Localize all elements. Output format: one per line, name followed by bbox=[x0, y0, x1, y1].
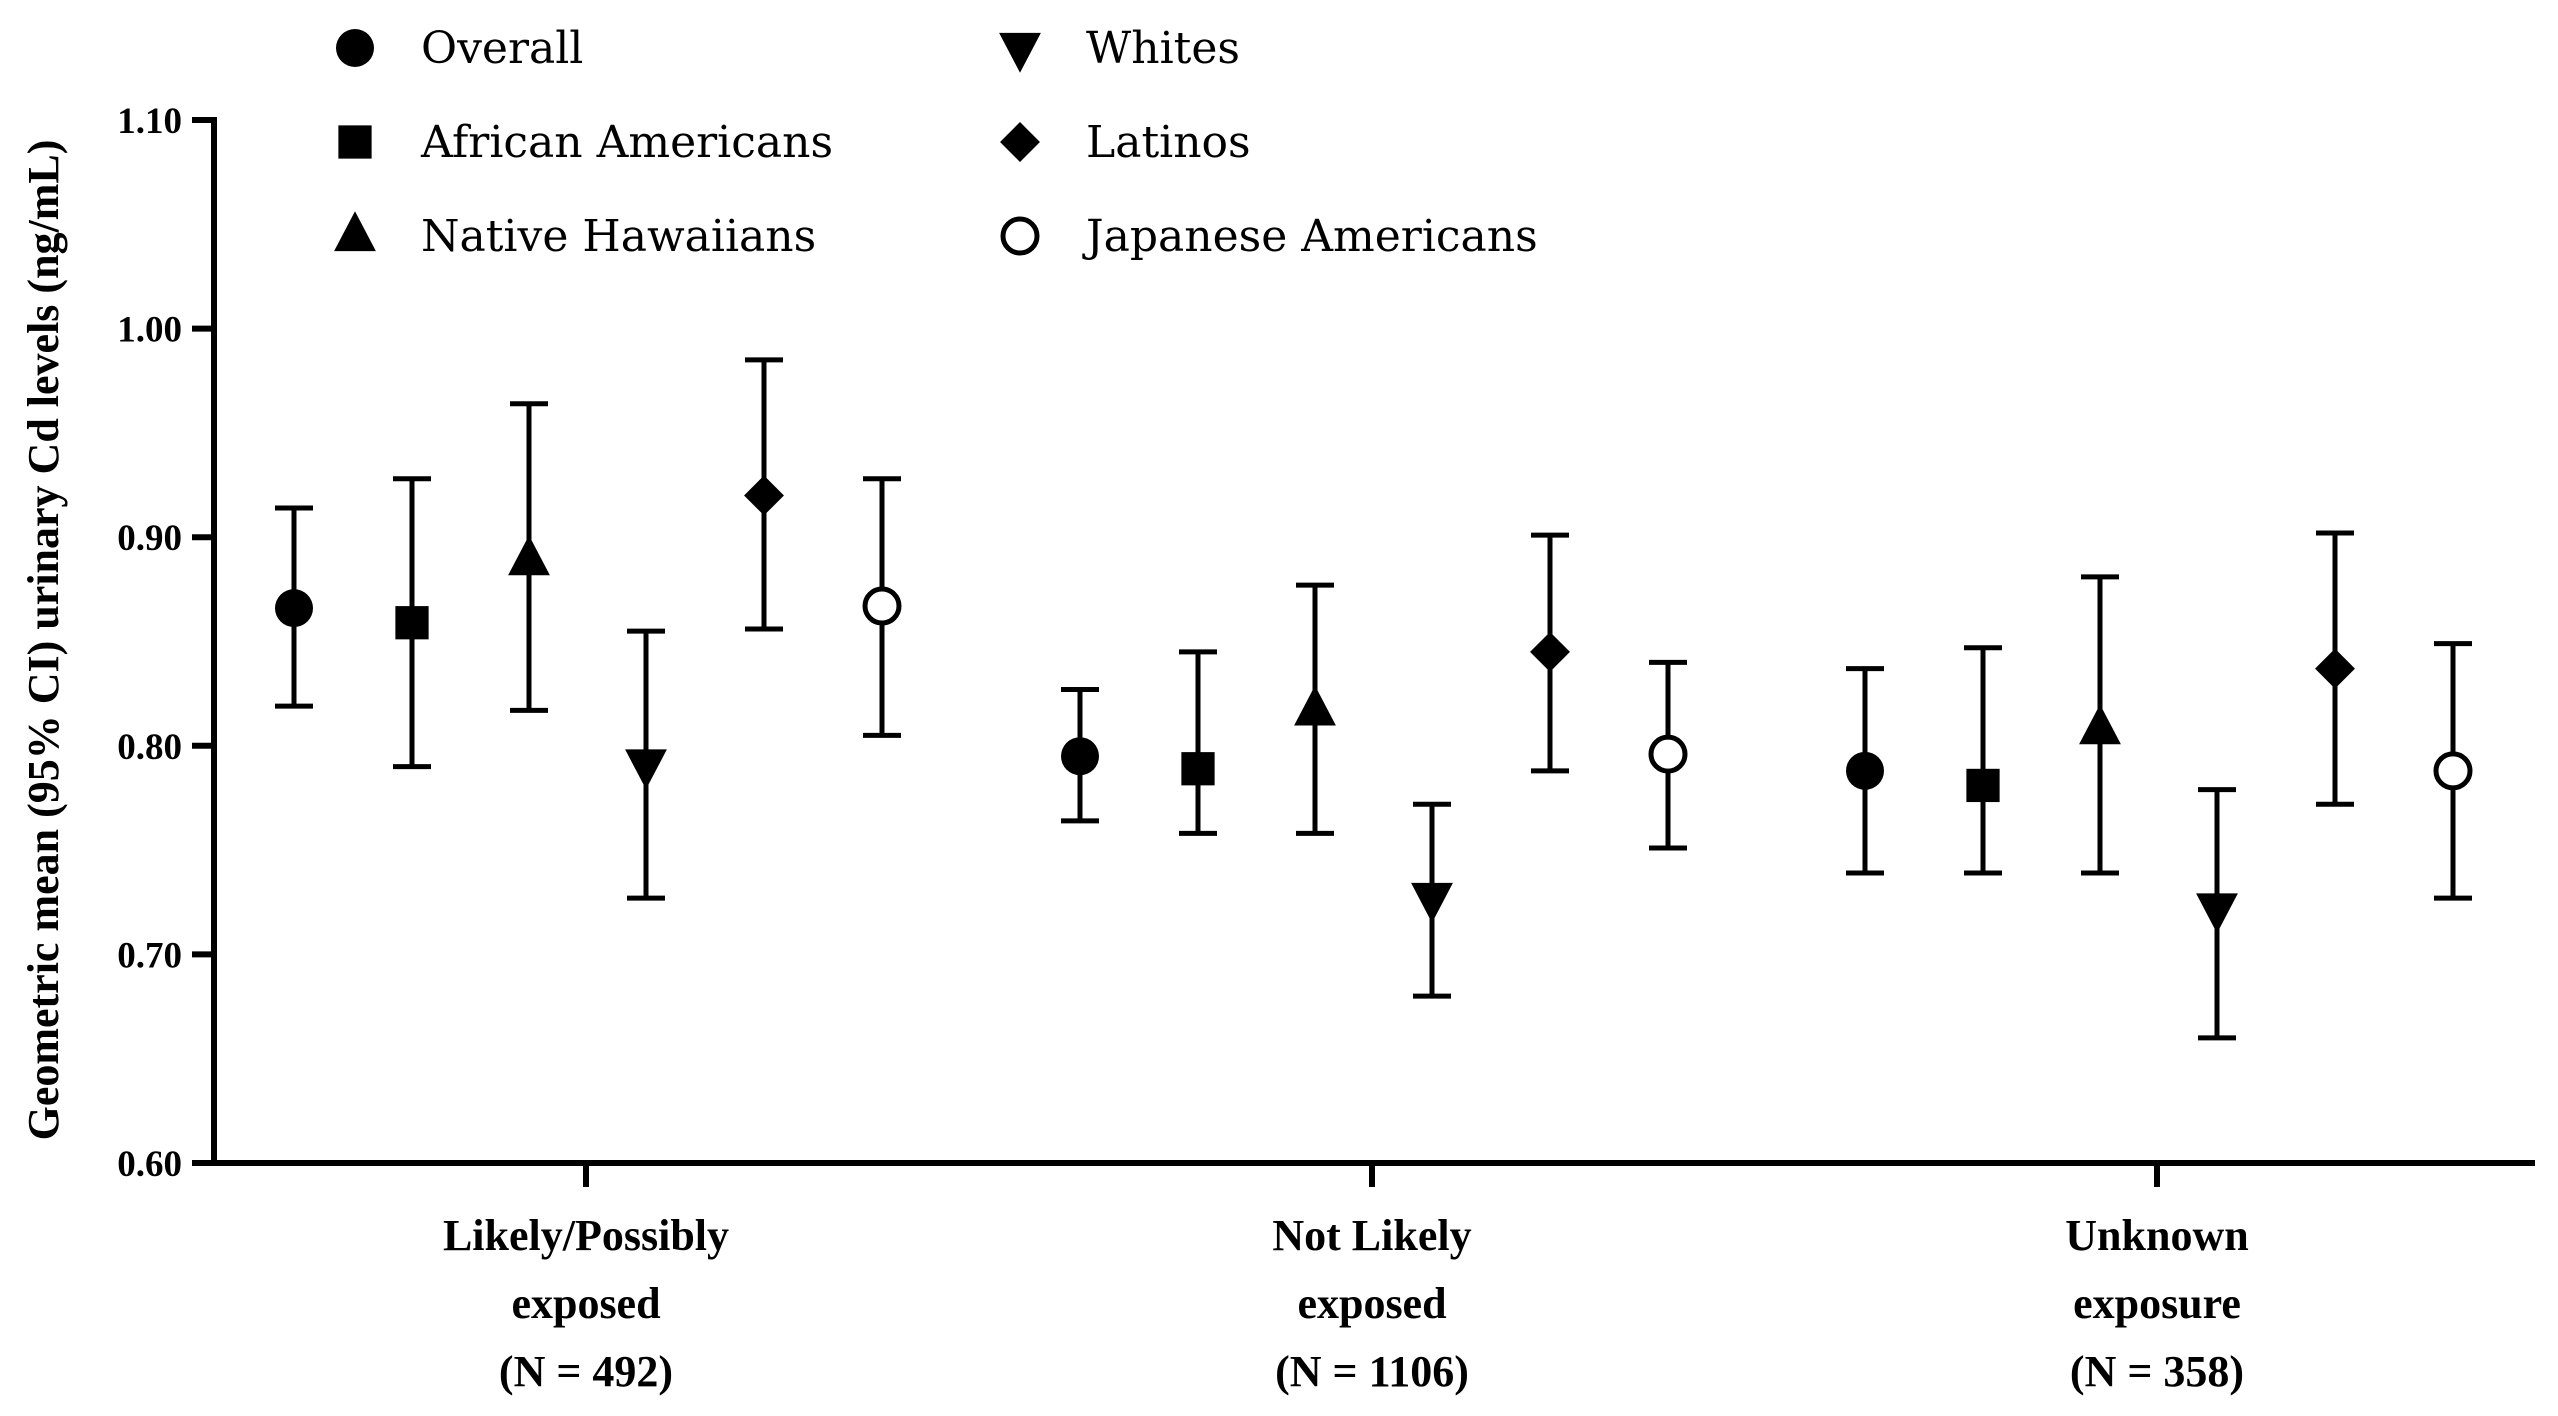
x-category-label-2-line-3: (N = 1106) bbox=[1275, 1347, 1469, 1396]
point-native-hawaiians-group-2 bbox=[1294, 685, 1336, 726]
x-category-label-3-line-1: Unknown bbox=[2065, 1211, 2248, 1260]
point-native-hawaiians-group-1 bbox=[508, 535, 550, 576]
series-native-hawaiians bbox=[508, 401, 2121, 876]
point-whites-group-3 bbox=[2196, 893, 2238, 934]
y-tick-label-0-60: 0.60 bbox=[117, 1144, 182, 1185]
x-category-label-3-line-2: exposure bbox=[2073, 1279, 2241, 1328]
y-tick-label-1-00: 1.00 bbox=[117, 310, 182, 351]
point-native-hawaiians-group-3 bbox=[2079, 704, 2121, 745]
legend-label-latinos: Latinos bbox=[1086, 117, 1251, 168]
data-layer bbox=[275, 357, 2473, 1041]
x-category-label-2-line-1: Not Likely bbox=[1272, 1211, 1471, 1260]
legend-marker-african-americans bbox=[338, 125, 372, 159]
point-whites-group-2 bbox=[1411, 882, 1453, 923]
legend-label-japanese-americans: Japanese Americans bbox=[1082, 211, 1538, 262]
x-category-label-1-line-2: exposed bbox=[511, 1279, 660, 1328]
legend-label-overall: Overall bbox=[421, 23, 583, 74]
point-latinos-group-3 bbox=[2315, 648, 2355, 689]
point-overall-group-2 bbox=[1061, 737, 1099, 776]
series-african-americans bbox=[393, 476, 2002, 876]
legend: Overall Whites African Americans Latinos Nat… bbox=[334, 23, 1538, 262]
legend-item-latinos: Latinos bbox=[1000, 117, 1251, 168]
y-tick-label-0-90: 0.90 bbox=[117, 518, 182, 559]
point-japanese-americans-group-3 bbox=[2433, 751, 2473, 791]
point-overall-group-3 bbox=[1846, 751, 1884, 790]
legend-item-african-americans: African Americans bbox=[338, 117, 833, 168]
y-tick-label-0-70: 0.70 bbox=[117, 935, 182, 976]
series-overall bbox=[275, 505, 1884, 876]
legend-item-japanese-americans: Japanese Americans bbox=[1000, 211, 1538, 262]
point-african-americans-group-2 bbox=[1181, 752, 1215, 786]
point-latinos-group-1 bbox=[744, 475, 784, 516]
point-african-americans-group-1 bbox=[395, 606, 429, 640]
x-category-label-1-line-3: (N = 492) bbox=[499, 1347, 673, 1396]
point-african-americans-group-3 bbox=[1966, 768, 2000, 803]
series-whites bbox=[625, 628, 2238, 1041]
legend-label-native-hawaiians: Native Hawaiians bbox=[421, 211, 816, 262]
legend-marker-whites bbox=[999, 32, 1041, 73]
legend-marker-overall bbox=[336, 29, 374, 67]
axes: 0.60 0.70 0.80 0.90 1.00 1.10 Geometric mean (… bbox=[19, 101, 2535, 1396]
point-overall-group-1 bbox=[275, 589, 313, 628]
legend-item-native-hawaiians: Native Hawaiians bbox=[334, 211, 816, 262]
legend-marker-japanese-americans bbox=[1000, 216, 1040, 256]
point-whites-group-1 bbox=[625, 749, 667, 790]
legend-item-whites: Whites bbox=[999, 23, 1240, 74]
point-japanese-americans-group-2 bbox=[1648, 734, 1688, 774]
y-tick-label-0-80: 0.80 bbox=[117, 727, 182, 768]
point-japanese-americans-group-1 bbox=[862, 586, 902, 626]
y-tick-label-1-10: 1.10 bbox=[117, 101, 182, 142]
legend-label-whites: Whites bbox=[1086, 23, 1240, 74]
legend-item-overall: Overall bbox=[336, 23, 583, 74]
y-axis-title: Geometric mean (95% CI) urinary Cd level… bbox=[19, 140, 68, 1141]
series-latinos bbox=[744, 357, 2355, 807]
series-japanese-americans bbox=[862, 476, 2473, 901]
point-latinos-group-2 bbox=[1530, 631, 1570, 672]
legend-marker-native-hawaiians bbox=[334, 211, 376, 252]
x-category-label-2-line-2: exposed bbox=[1297, 1279, 1446, 1328]
legend-marker-latinos bbox=[1000, 122, 1040, 162]
x-category-label-3-line-3: (N = 358) bbox=[2070, 1347, 2244, 1396]
x-category-label-1-line-1: Likely/Possibly bbox=[443, 1211, 729, 1260]
legend-label-african-americans: African Americans bbox=[420, 117, 833, 168]
